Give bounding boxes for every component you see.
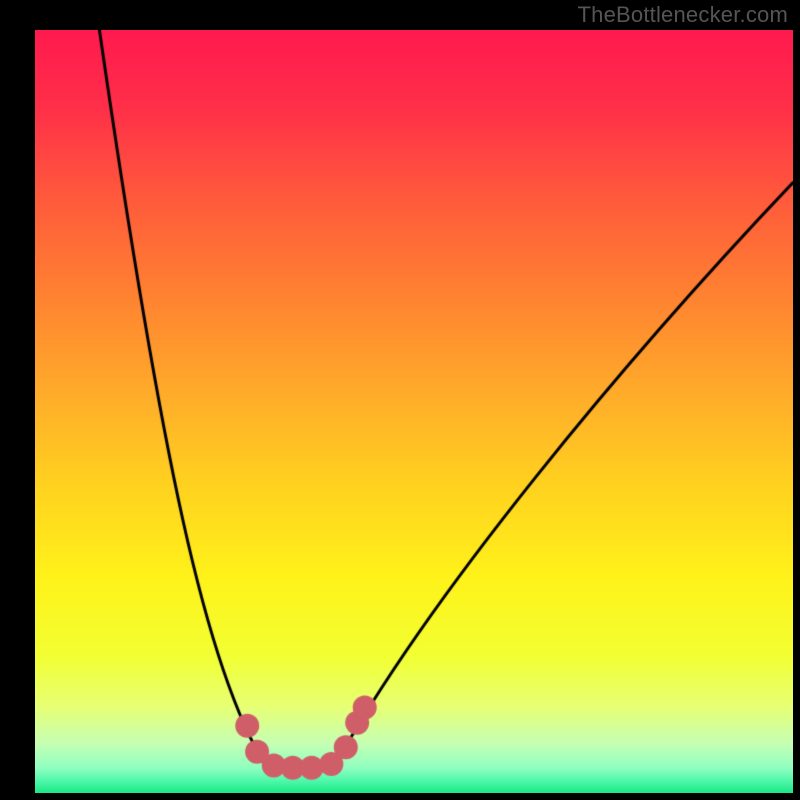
- highlight-dots: [35, 30, 793, 793]
- watermark-text: TheBottlenecker.com: [578, 2, 788, 28]
- stage: TheBottlenecker.com: [0, 0, 800, 800]
- plot-area: [35, 30, 793, 793]
